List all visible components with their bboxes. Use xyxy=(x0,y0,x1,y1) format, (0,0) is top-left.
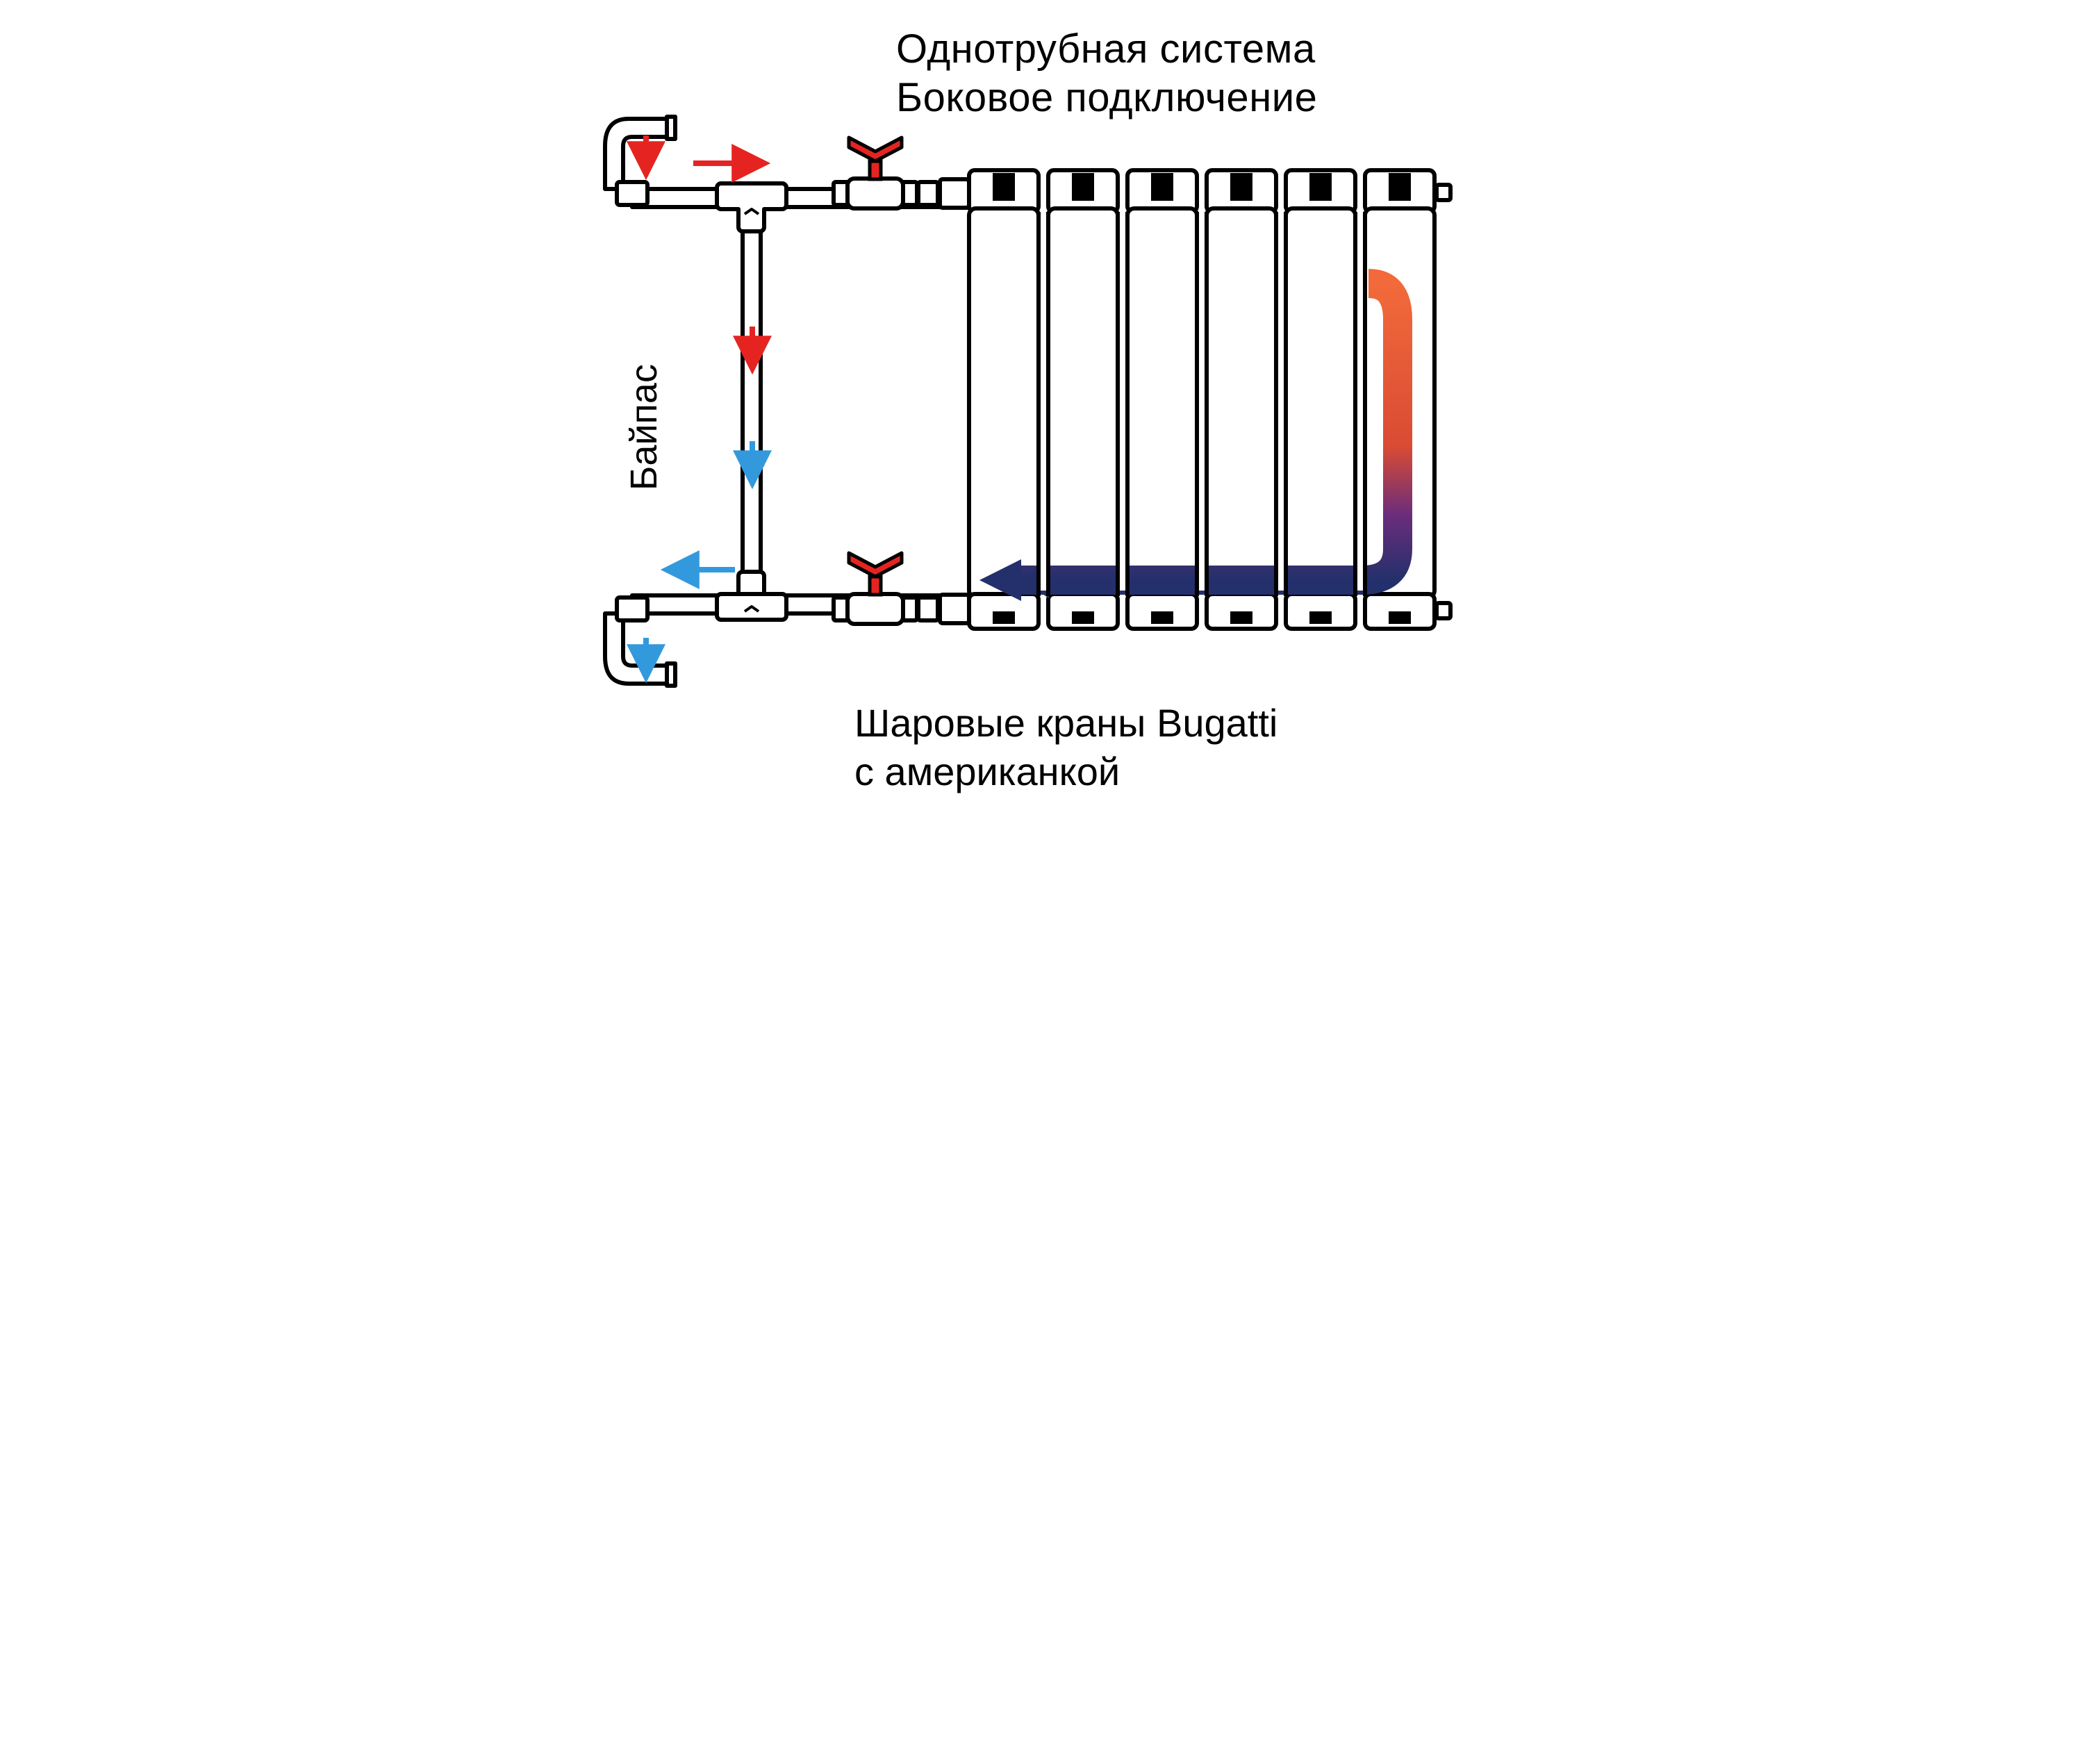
bypass-label: Байпас xyxy=(623,364,665,491)
valves-line-2: с американкой xyxy=(854,750,1120,793)
ball-valve-top xyxy=(834,138,917,208)
title-line-2: Боковое подключение xyxy=(896,75,1317,120)
valves-line-1: Шаровые краны Bugatti xyxy=(854,701,1277,745)
title-line-1: Однотрубная система xyxy=(896,26,1316,72)
ball-valve-bottom xyxy=(834,553,917,624)
diagram-canvas: Однотрубная система Боковое подключение … xyxy=(556,0,1528,823)
